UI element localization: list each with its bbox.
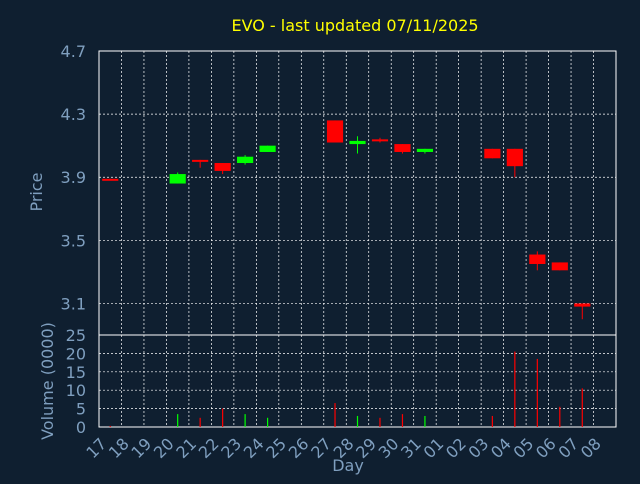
- volume-tick-label: 0: [76, 418, 86, 437]
- chart-title: EVO - last updated 07/11/2025: [231, 16, 478, 35]
- candle-body: [416, 148, 434, 152]
- candle-body: [326, 120, 344, 143]
- candles: [102, 120, 591, 320]
- price-grid: [99, 51, 616, 335]
- candle-body: [259, 145, 276, 152]
- candle-body: [371, 139, 389, 142]
- candle-body: [529, 254, 546, 264]
- price-y-ticks: 3.1 3.5 3.9 4.3 4.7: [61, 42, 86, 313]
- price-tick-label: 3.1: [61, 294, 86, 313]
- price-axis-label: Price: [27, 172, 46, 211]
- candle-body: [192, 159, 209, 162]
- candle-body: [102, 178, 119, 181]
- volume-plot-frame: [98, 334, 617, 428]
- price-tick-label: 3.9: [61, 168, 86, 187]
- volume-tick-label: 10: [66, 381, 86, 400]
- candle-body: [214, 163, 231, 171]
- volume-grid: [99, 335, 616, 427]
- candle-body: [169, 174, 186, 184]
- volume-tick-label: 25: [66, 326, 86, 345]
- candle-body: [484, 148, 501, 159]
- price-plot-frame: [98, 50, 617, 336]
- x-axis-label: Day: [332, 456, 364, 475]
- volume-tick-label: 20: [66, 344, 86, 363]
- volume-tick-label: 15: [66, 363, 86, 382]
- price-tick-label: 4.3: [61, 105, 86, 124]
- candle-body: [506, 148, 523, 167]
- candle-body: [551, 262, 568, 271]
- x-tick-label: 08: [577, 434, 605, 462]
- volume-bars: [109, 351, 583, 427]
- candle-body: [237, 156, 254, 164]
- candle-body: [574, 303, 591, 307]
- volume-tick-label: 5: [76, 400, 86, 419]
- x-ticks: 1718192021222324252627282930310102030405…: [82, 434, 604, 462]
- candle-body: [394, 144, 411, 152]
- price-tick-label: 3.5: [61, 231, 86, 250]
- volume-axis-label: Volume (0000): [38, 322, 57, 440]
- price-tick-label: 4.7: [61, 42, 86, 61]
- candle-body: [349, 140, 366, 145]
